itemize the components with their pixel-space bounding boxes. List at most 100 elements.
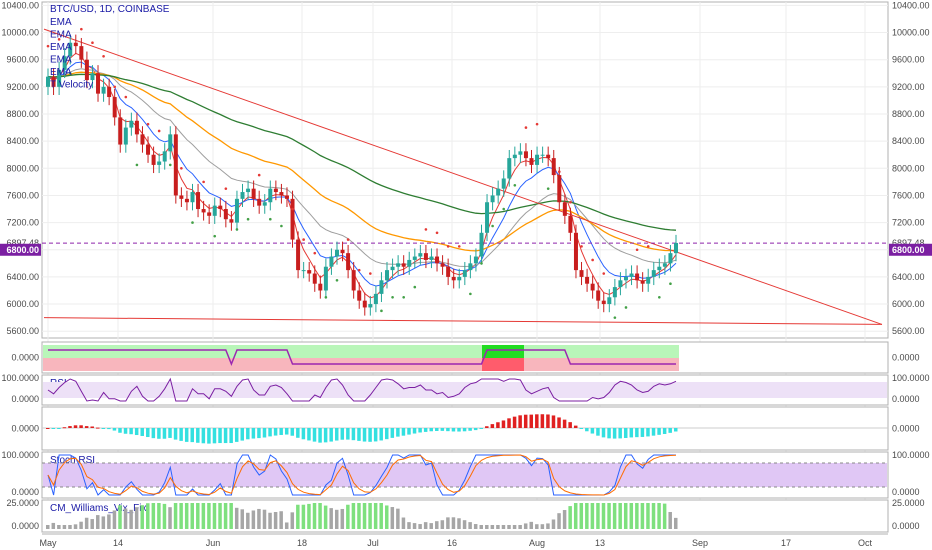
candle-body [101,86,106,94]
sar-dot [246,217,250,221]
histogram-bar [62,427,67,429]
vixfix-bar [190,503,194,529]
vixfix-bar [412,523,417,529]
candle-body [279,192,284,196]
histogram-bar [473,428,478,431]
price-tick-left: 7200.00 [6,218,39,228]
candle-body [268,188,273,203]
current-price-value: 6897.48 [892,238,925,248]
vixfix-bar [601,503,606,529]
price-tick-right: 8000.00 [892,163,925,173]
candle-body [296,239,301,271]
vixfix-bar [62,525,67,529]
candle-body [251,188,256,199]
sar-dot [658,295,661,299]
ema-gray-line [47,68,677,268]
candle-body [546,154,551,159]
histogram-bar [357,428,361,441]
vixfix-bar [134,507,139,529]
stoch-k-line [47,454,676,496]
vixfix-bar [379,503,383,529]
candle-body [357,290,362,301]
candle-body [346,253,351,271]
candle-body [96,73,101,94]
sar-dot [524,126,528,129]
histogram-bar [190,428,194,443]
vixfix-bar [385,505,389,529]
legend-entry: EMA [50,30,72,41]
left-marker-bg [0,243,41,256]
price-tick-left: 9200.00 [6,82,39,92]
histogram-bar [79,425,83,428]
sar-dot [357,268,361,272]
panel-tick-right: 0.0000 [892,521,920,531]
vixfix-bar [207,503,211,529]
candle-body [623,276,628,281]
vixfix-bar [546,523,550,529]
candle-body [323,266,328,291]
vixfix-bar [623,503,628,529]
histogram-bar [279,428,283,435]
candle-body [46,76,50,87]
vixfix-bar [423,522,428,529]
candle-body [179,195,184,199]
histogram-bar [546,414,550,428]
histogram-bar [234,428,239,442]
vixfix-bar [618,503,622,529]
panel-tick-left: 100.0000 [1,450,39,460]
sar-dot [224,187,228,190]
candle-body [451,276,456,281]
histogram-bar [90,426,94,428]
legend-entry: EMA [50,55,72,66]
vixfix-bar [590,503,595,529]
sar-dot [324,295,328,299]
vixfix-bar [157,503,161,529]
histogram-bar [557,417,561,428]
histogram-bar [551,415,556,428]
histogram-bar [323,428,328,443]
candle-body [118,117,123,145]
price-tick-left: 5600.00 [6,326,39,336]
vixfix-bar [440,520,445,529]
candle-body [351,270,356,291]
vixfix-bar [284,522,289,529]
candle-body [73,42,78,47]
vixfix-bar [196,503,200,529]
candle-body [390,266,395,271]
cop-upper-band [43,345,679,358]
vixfix-bar [573,503,578,529]
candle-body [290,198,295,240]
histogram-bar [596,428,600,436]
sar-dot [557,170,561,173]
candle-body [201,209,206,213]
candle-body [674,242,678,254]
sar-dot [369,272,372,275]
histogram-bar [118,428,122,433]
vixfix-bar [607,503,611,529]
vixfix-bar [290,512,295,529]
candle-body [485,202,490,233]
candle-body [573,232,578,271]
candle-body [257,198,262,206]
vixfix-bar [151,503,156,529]
vixfix-bar [490,525,495,529]
candle-body [129,120,134,128]
histogram-bar [529,414,534,428]
time-tick: 16 [447,538,457,548]
sar-dot [257,173,261,177]
candle-body [618,280,623,288]
histogram-bar [623,428,628,438]
histogram-bar [179,428,183,441]
sar-dot [580,245,583,248]
vixfix-bar [662,503,667,529]
sar-dot [102,55,105,58]
vixfix-bar [523,523,528,529]
candle-body [146,144,151,155]
histogram-bar [73,425,78,428]
vixfix-bar [357,503,361,529]
vixfix-bar [373,503,378,529]
histogram-bar [590,428,595,434]
vixfix-bar [268,512,272,529]
candle-body [523,151,528,159]
histogram-bar [640,428,645,437]
